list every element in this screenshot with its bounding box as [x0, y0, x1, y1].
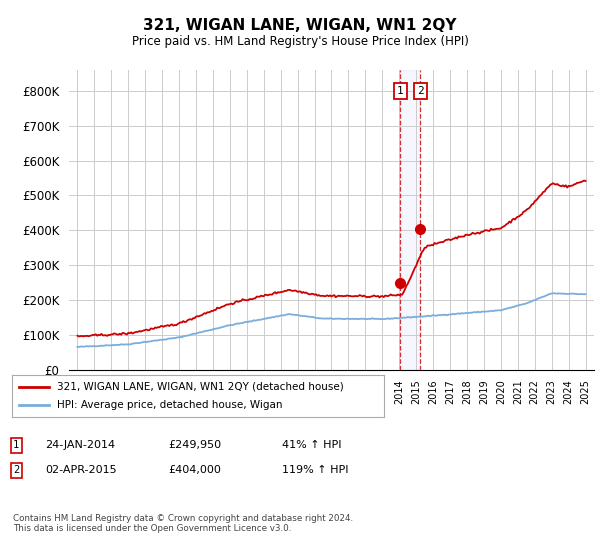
Text: 1: 1	[13, 440, 19, 450]
Text: HPI: Average price, detached house, Wigan: HPI: Average price, detached house, Wiga…	[56, 400, 282, 410]
Text: £404,000: £404,000	[168, 465, 221, 475]
Text: £249,950: £249,950	[168, 440, 221, 450]
Text: 02-APR-2015: 02-APR-2015	[45, 465, 116, 475]
Text: 321, WIGAN LANE, WIGAN, WN1 2QY (detached house): 321, WIGAN LANE, WIGAN, WN1 2QY (detache…	[56, 382, 343, 392]
Text: 41% ↑ HPI: 41% ↑ HPI	[282, 440, 341, 450]
Text: 24-JAN-2014: 24-JAN-2014	[45, 440, 115, 450]
Text: 2: 2	[417, 86, 424, 96]
Text: Price paid vs. HM Land Registry's House Price Index (HPI): Price paid vs. HM Land Registry's House …	[131, 35, 469, 49]
Text: Contains HM Land Registry data © Crown copyright and database right 2024.
This d: Contains HM Land Registry data © Crown c…	[13, 514, 353, 533]
Text: 1: 1	[397, 86, 404, 96]
Text: 2: 2	[13, 465, 19, 475]
Text: 321, WIGAN LANE, WIGAN, WN1 2QY: 321, WIGAN LANE, WIGAN, WN1 2QY	[143, 18, 457, 32]
Bar	[400, 70, 421, 370]
Text: 119% ↑ HPI: 119% ↑ HPI	[282, 465, 349, 475]
